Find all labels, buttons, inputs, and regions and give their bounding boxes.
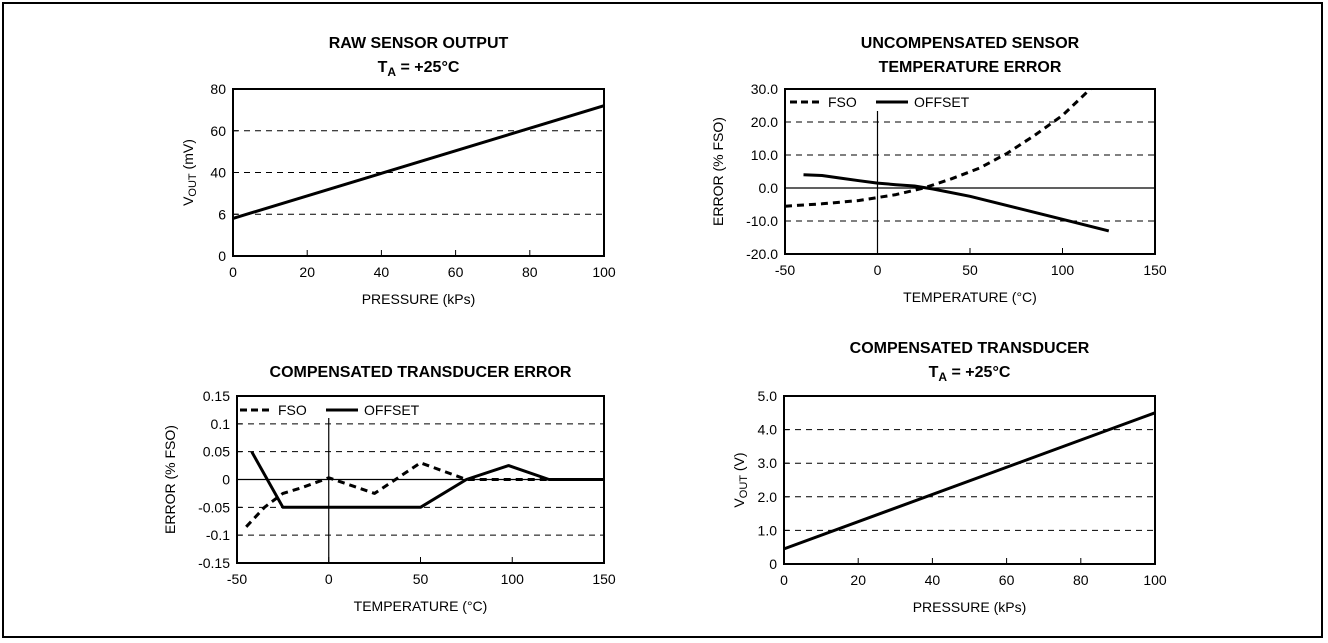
- chart-raw: RAW SENSOR OUTPUT TA = +25°C 0 20 40 60 80 100 0…: [180, 35, 616, 307]
- y-axis-label: ERROR (% FSO): [710, 117, 726, 226]
- y-tick-label: -0.05: [198, 499, 230, 515]
- y-tick-label: 30.0: [751, 81, 778, 97]
- y-tick-label: -0.15: [198, 555, 230, 571]
- y-tick-label: 6: [218, 206, 226, 222]
- x-tick-label: 150: [1143, 262, 1167, 278]
- y-tick-label: 80: [210, 81, 226, 97]
- y-axis-label-part: V: [731, 498, 747, 508]
- x-tick-label: 50: [962, 262, 978, 278]
- plot-border: [783, 395, 1156, 565]
- series-line-fso-compErr: [245, 461, 604, 528]
- x-tick-label: 60: [448, 264, 464, 280]
- chart-title-comp: COMPENSATED TRANSDUCER: [850, 340, 1090, 357]
- x-tick-label: 0: [874, 262, 882, 278]
- x-tick-label: 50: [413, 571, 429, 587]
- x-axis-label: PRESSURE (kPs): [362, 291, 476, 307]
- x-tick-label: 20: [850, 572, 866, 588]
- x-tick-label: 100: [592, 264, 616, 280]
- series-line-comp: [783, 411, 1156, 551]
- x-tick-label: -50: [227, 571, 247, 587]
- x-tick-label: 0: [325, 571, 333, 587]
- y-tick-label: 0: [218, 248, 226, 264]
- chart-title-raw-subscript: A: [387, 65, 396, 79]
- x-tick-label: -50: [775, 262, 795, 278]
- chart-title-uncomp: TEMPERATURE ERROR: [879, 59, 1062, 76]
- legend-label: FSO: [828, 94, 857, 110]
- y-axis-label-part: (V): [731, 452, 747, 475]
- y-axis-label: ERROR (% FSO): [162, 425, 178, 534]
- chart-title-compErr: COMPENSATED TRANSDUCER ERROR: [270, 364, 572, 381]
- y-axis-label-subscript: OUT: [738, 475, 750, 499]
- y-axis-label: VOUT (V): [731, 452, 750, 507]
- x-tick-label: 150: [592, 571, 616, 587]
- y-tick-label: -0.1: [206, 527, 230, 543]
- chart-title-uncomp: UNCOMPENSATED SENSOR: [861, 35, 1080, 52]
- y-tick-label: 20.0: [751, 114, 778, 130]
- chart-title-raw: TA = +25°C: [378, 59, 460, 79]
- series-line-raw: [232, 104, 605, 220]
- y-axis-label-part: (mV): [180, 139, 196, 173]
- y-tick-label: 5.0: [758, 388, 778, 404]
- x-axis-label: TEMPERATURE (°C): [354, 598, 488, 614]
- x-tick-label: 100: [1051, 262, 1075, 278]
- series-line-offset-compErr: [250, 450, 604, 509]
- chart-title-raw: RAW SENSOR OUTPUT: [329, 35, 509, 52]
- y-tick-label: 0: [222, 472, 230, 488]
- x-axis-label: TEMPERATURE (°C): [903, 289, 1037, 305]
- y-tick-label: -20.0: [746, 246, 778, 262]
- x-tick-label: 60: [999, 572, 1015, 588]
- y-tick-label: 1.0: [758, 522, 778, 538]
- y-tick-label: -10.0: [746, 213, 778, 229]
- y-tick-label: 40: [210, 165, 226, 181]
- y-tick-label: 60: [210, 123, 226, 139]
- y-tick-label: 2.0: [758, 489, 778, 505]
- chart-comp: COMPENSATED TRANSDUCER TA = +25°C 0 20 40 60 8…: [731, 340, 1167, 615]
- y-axis-label-part: V: [180, 196, 196, 206]
- y-tick-label: 0: [769, 556, 777, 572]
- chart-title-raw-part: T: [378, 59, 388, 76]
- legend-label: OFFSET: [364, 402, 420, 418]
- y-tick-label: 10.0: [751, 147, 778, 163]
- y-tick-label: 3.0: [758, 455, 778, 471]
- series-line-fso-uncomp: [784, 87, 1092, 208]
- chart-compErr: COMPENSATED TRANSDUCER ERROR -50 0 50 100 150…: [162, 364, 616, 614]
- x-tick-label: 0: [780, 572, 788, 588]
- x-tick-label: 0: [229, 264, 237, 280]
- legend-label: OFFSET: [914, 94, 970, 110]
- x-tick-label: 100: [501, 571, 525, 587]
- x-tick-label: 40: [374, 264, 390, 280]
- x-tick-label: 80: [522, 264, 538, 280]
- y-axis-label-subscript: OUT: [187, 173, 199, 197]
- x-tick-label: 40: [925, 572, 941, 588]
- y-axis-label: VOUT (mV): [180, 139, 199, 206]
- chart-uncomp: UNCOMPENSATED SENSOR TEMPERATURE ERROR -50…: [710, 35, 1167, 305]
- y-tick-label: 0.05: [203, 444, 230, 460]
- chart-title-comp-part: = +25°C: [947, 364, 1011, 381]
- chart-title-comp-subscript: A: [938, 370, 947, 384]
- y-tick-label: 4.0: [758, 422, 778, 438]
- x-axis-label: PRESSURE (kPs): [913, 599, 1027, 615]
- y-tick-label: 0.15: [203, 388, 230, 404]
- chart-title-raw-part: = +25°C: [396, 59, 460, 76]
- series-line-offset-uncomp: [803, 173, 1110, 233]
- x-tick-label: 80: [1073, 572, 1089, 588]
- x-tick-label: 20: [299, 264, 315, 280]
- x-tick-label: 100: [1143, 572, 1167, 588]
- y-tick-label: 0.0: [759, 180, 779, 196]
- y-tick-label: 0.1: [211, 416, 231, 432]
- legend-label: FSO: [278, 402, 307, 418]
- chart-title-comp-part: T: [929, 364, 939, 381]
- chart-title-comp: TA = +25°C: [929, 364, 1011, 384]
